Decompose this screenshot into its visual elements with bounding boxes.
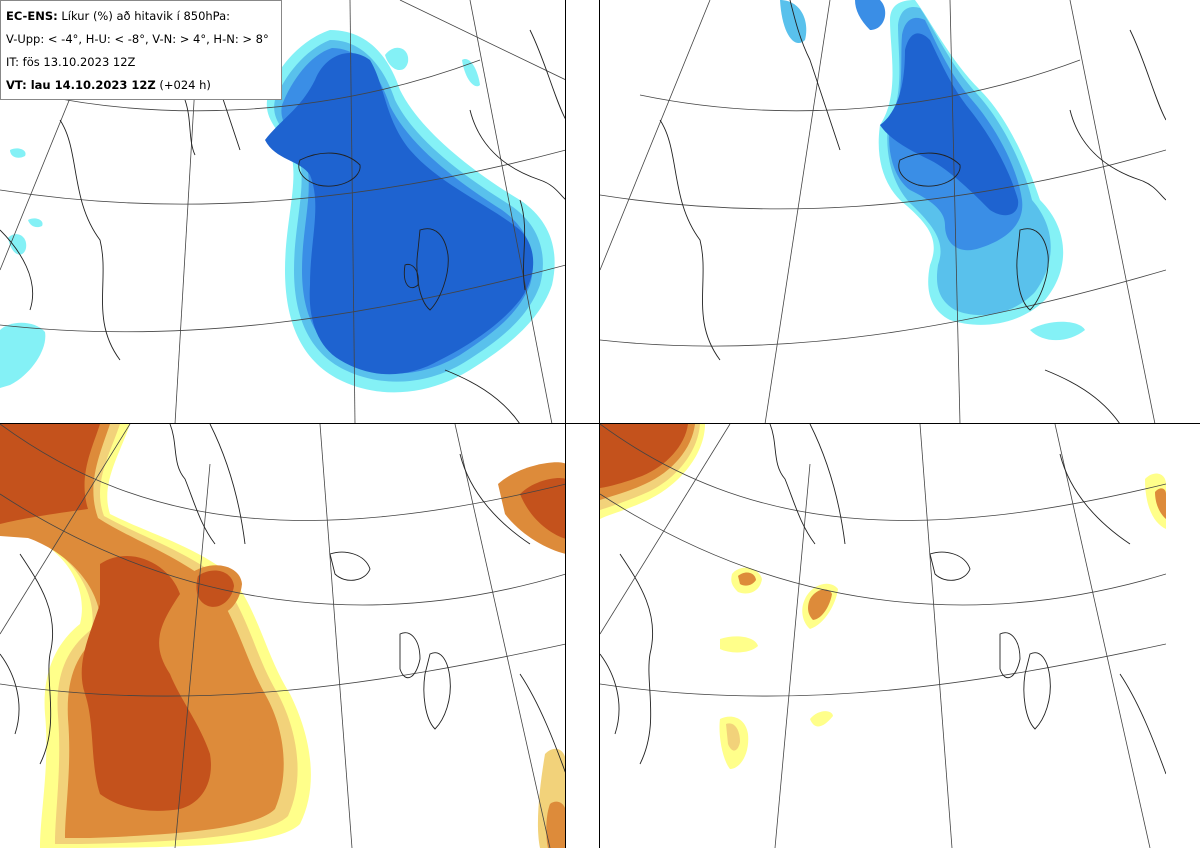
graticule [600, 0, 1166, 424]
map-h-n [600, 424, 1166, 848]
legend-valid-time: VT: lau 14.10.2023 12Z [6, 78, 156, 92]
panel-divider-vertical-left [565, 0, 566, 848]
map-h-u [600, 0, 1166, 424]
probability-field-cold [780, 0, 1085, 341]
legend-forecast-hour: (+024 h) [159, 78, 211, 92]
graticule [600, 424, 1166, 848]
graticule [0, 0, 566, 424]
legend-thresholds: V-Upp: < -4°, H-U: < -8°, V-N: > 4°, H-N… [6, 32, 269, 46]
coastlines [659, 0, 1166, 424]
graticule [0, 424, 566, 848]
map-panel-v-upp: EC-ENS: Líkur (%) að hitavik í 850hPa: V… [0, 0, 566, 424]
legend-init-time: IT: fös 13.10.2023 12Z [6, 55, 136, 69]
probability-field-warm [0, 424, 566, 848]
map-v-n [0, 424, 566, 848]
map-panel-h-u: 1009565355 [600, 0, 1166, 424]
coastlines [0, 424, 566, 775]
map-panel-h-n: 1009565355 [600, 424, 1166, 848]
probability-field-warm [600, 424, 1166, 769]
probability-field-cold [0, 30, 555, 393]
panel-divider-horizontal [0, 423, 1200, 424]
map-panel-v-n: 1009565355 [0, 424, 566, 848]
legend-model: EC-ENS: [6, 9, 58, 23]
map-legend: EC-ENS: Líkur (%) að hitavik í 850hPa: V… [0, 0, 282, 100]
panel-divider-vertical-right [599, 0, 600, 848]
legend-title: Líkur (%) að hitavik í 850hPa: [61, 9, 231, 23]
coastlines [600, 424, 1166, 775]
